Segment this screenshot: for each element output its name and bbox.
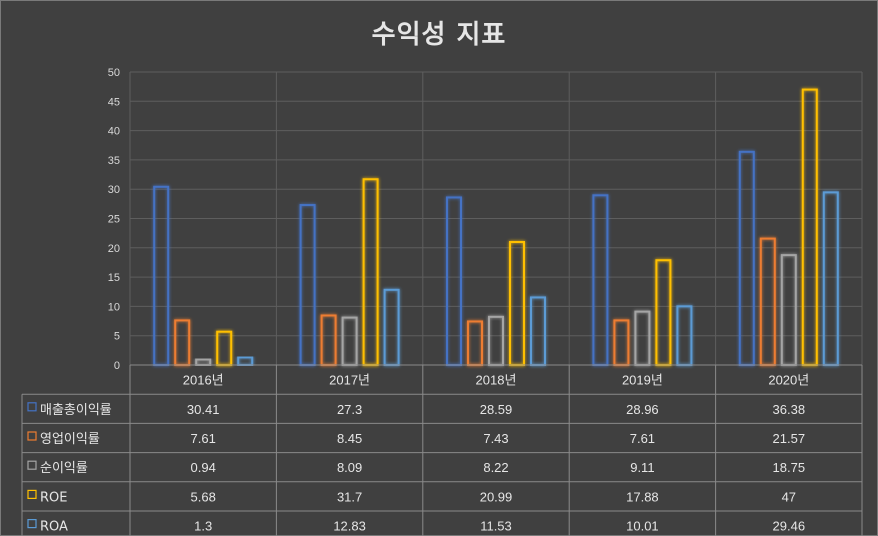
category-label: 2017년 — [329, 373, 370, 388]
bar — [195, 358, 212, 367]
category-label: 2019년 — [622, 373, 663, 388]
bar — [738, 150, 755, 366]
legend-key — [27, 489, 37, 499]
y-tick-label: 30 — [108, 184, 120, 196]
y-tick-label: 5 — [114, 331, 120, 343]
y-axis: 0 5 10 15 20 25 30 35 40 45 50 — [108, 67, 120, 372]
bar — [383, 288, 400, 366]
data-label: 10.01 — [626, 519, 659, 534]
legend-key — [27, 431, 37, 441]
chart-title: 수익성 지표 — [371, 20, 507, 50]
category-label: 2016년 — [183, 373, 224, 388]
data-label: 21.57 — [773, 431, 806, 446]
series-label: 매출총이익률 — [40, 403, 112, 418]
data-label: 47 — [782, 489, 796, 504]
data-label: 27.3 — [337, 402, 362, 417]
data-label: 28.59 — [480, 402, 513, 417]
data-label: 7.61 — [630, 431, 655, 446]
legend-key — [27, 518, 37, 529]
data-label: 20.99 — [480, 489, 513, 504]
y-tick-label: 15 — [108, 272, 120, 284]
bar — [341, 316, 358, 366]
bar — [174, 319, 191, 366]
bar — [237, 356, 254, 366]
grid-lines — [129, 71, 863, 366]
bar — [780, 254, 797, 366]
data-label: 31.7 — [337, 489, 362, 504]
data-label: 36.38 — [773, 402, 806, 417]
bar — [216, 330, 233, 367]
bar — [509, 240, 525, 366]
category-label: 2018년 — [476, 373, 517, 388]
data-label: 8.09 — [337, 460, 362, 475]
series-label: ROA — [40, 520, 68, 535]
bar — [299, 204, 316, 366]
data-label: 18.75 — [773, 460, 806, 475]
bar — [320, 314, 337, 366]
legend-key — [27, 402, 37, 412]
series-label: ROE — [40, 490, 67, 505]
data-label: 8.45 — [337, 431, 362, 446]
y-tick-label: 0 — [114, 360, 120, 372]
bar — [592, 194, 609, 366]
data-label: 28.96 — [626, 402, 659, 417]
data-label: 5.68 — [191, 489, 216, 504]
bar — [613, 319, 630, 366]
bar — [362, 178, 379, 366]
bar — [634, 310, 651, 366]
bar — [655, 259, 672, 367]
data-label: 11.53 — [480, 519, 512, 534]
data-label: 8.22 — [483, 460, 508, 475]
y-tick-label: 45 — [108, 96, 120, 108]
data-label: 0.94 — [191, 460, 216, 475]
bar — [153, 185, 170, 366]
y-tick-label: 40 — [108, 126, 120, 138]
category-label: 2020년 — [768, 373, 809, 388]
data-label: 7.61 — [191, 431, 216, 446]
bar — [488, 315, 504, 367]
data-label: 29.46 — [773, 519, 806, 534]
data-label: 30.41 — [187, 402, 220, 417]
y-tick-label: 10 — [108, 301, 120, 313]
bar — [446, 196, 462, 366]
y-tick-label: 25 — [108, 214, 120, 226]
data-label: 12.83 — [333, 519, 366, 534]
y-tick-label: 50 — [108, 67, 120, 79]
bar — [759, 237, 776, 366]
y-tick-label: 35 — [108, 155, 120, 167]
data-label: 1.3 — [194, 519, 212, 534]
bar — [530, 296, 546, 367]
bar — [467, 320, 483, 367]
series-label: 순이익률 — [40, 461, 88, 476]
data-label: 7.43 — [483, 431, 508, 446]
series-label: 영업이익률 — [40, 432, 100, 447]
legend-key — [27, 460, 37, 470]
y-tick-label: 20 — [108, 243, 120, 255]
data-label: 17.88 — [626, 489, 659, 504]
data-label: 9.11 — [630, 460, 654, 475]
